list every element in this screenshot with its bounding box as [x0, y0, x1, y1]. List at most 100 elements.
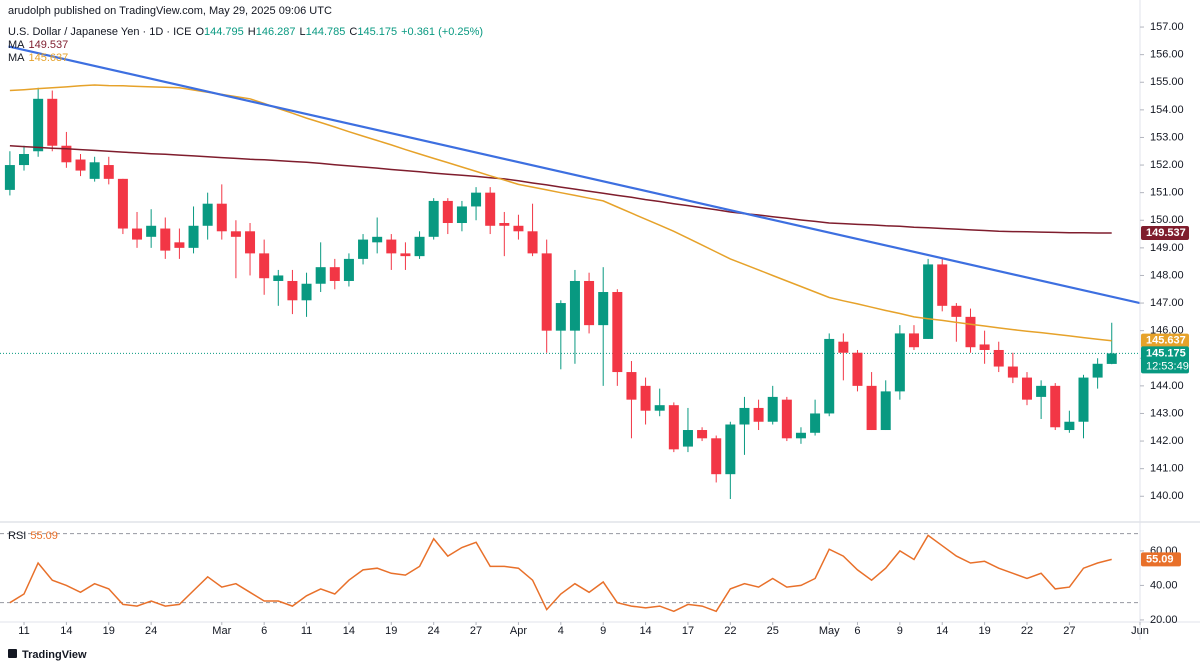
header-symbol: U.S. Dollar / Japanese Yen · 1D · ICE O1… — [8, 26, 483, 38]
candle-body — [33, 98, 44, 152]
moving-average — [9, 84, 1112, 342]
y-tick-label: 149.00 — [1150, 242, 1184, 254]
y-tick-label: 150.00 — [1150, 214, 1184, 226]
y-tick-label: 152.00 — [1150, 159, 1184, 171]
candle-body — [1036, 385, 1047, 397]
candle-body — [273, 275, 284, 281]
ohlc-letter: H — [247, 26, 256, 38]
y-tick-label: 142.00 — [1150, 435, 1184, 447]
candle-body — [923, 264, 934, 339]
candle-body — [19, 154, 30, 166]
candle-body — [61, 145, 72, 163]
ohlc-item: O144.795 — [195, 26, 243, 38]
candle-body — [1050, 385, 1061, 428]
publisher: arudolph published on TradingView.com, M… — [8, 5, 332, 17]
footer: TradingView — [8, 649, 87, 661]
y-tick-label: 141.00 — [1150, 463, 1184, 475]
candle-body — [47, 98, 58, 146]
legend-rsi: RSI 55.09 — [8, 530, 58, 542]
candle-body — [626, 372, 637, 400]
candle-body — [527, 231, 538, 254]
candle-body — [640, 385, 651, 411]
candle-body — [174, 242, 185, 248]
candle-body — [824, 338, 835, 414]
symbol: U.S. Dollar / Japanese Yen · 1D · ICE — [8, 26, 192, 38]
candle-body — [4, 165, 15, 190]
rsi-pane — [0, 533, 1140, 613]
x-tick-label: Jun — [1131, 625, 1149, 637]
x-tick-label: 14 — [936, 625, 948, 637]
x-tick-label: 24 — [428, 625, 440, 637]
x-tick-label: 22 — [1021, 625, 1033, 637]
price-badge — [1141, 346, 1189, 374]
candle-body — [1106, 353, 1117, 364]
candle-body — [697, 430, 708, 439]
x-tick-label: 9 — [600, 625, 606, 637]
candle-body — [188, 225, 199, 248]
candle-body — [75, 159, 86, 171]
ohlc-letter: L — [299, 26, 306, 38]
y-tick-label: 156.00 — [1150, 49, 1184, 61]
candle-body — [259, 253, 270, 279]
x-tick-label: 19 — [385, 625, 397, 637]
y-tick-label: 40.00 — [1150, 579, 1178, 591]
candle-body — [612, 292, 623, 373]
y-tick-label: 140.00 — [1150, 490, 1184, 502]
candle-body — [386, 239, 397, 254]
y-tick-label: 157.00 — [1150, 21, 1184, 33]
ohlc-value: 145.175 — [357, 26, 398, 38]
candle-body — [89, 162, 100, 179]
candle-body — [513, 225, 524, 232]
header-publisher: arudolph published on TradingView.com, M… — [8, 5, 332, 17]
candle-body — [456, 206, 467, 224]
legend-name: RSI — [8, 530, 27, 542]
x-tick-label: 27 — [470, 625, 482, 637]
rsi-badge — [1141, 552, 1181, 567]
x-tick-label: May — [819, 625, 840, 637]
axes: 140.00141.00142.00143.00144.00145.00146.… — [0, 0, 1200, 640]
ohlc-item: C145.175 — [349, 26, 397, 38]
ohlc-item: H146.287 — [248, 26, 296, 38]
y-tick-label: 148.00 — [1150, 269, 1184, 281]
candle-body — [372, 236, 383, 243]
candle-body — [146, 225, 157, 237]
candle-body — [315, 267, 326, 284]
candle-body — [654, 405, 665, 411]
x-tick-label: 14 — [60, 625, 72, 637]
candle-body — [329, 267, 340, 281]
x-tick-label: 6 — [854, 625, 860, 637]
y-tick-label: 155.00 — [1150, 76, 1184, 88]
candle-body — [852, 352, 863, 386]
ohlc-value: 144.785 — [305, 26, 346, 38]
x-tick-label: 14 — [343, 625, 355, 637]
candle-body — [908, 333, 919, 348]
countdown: 12:53:49 — [1146, 360, 1189, 372]
y-tick-label: 151.00 — [1150, 187, 1184, 199]
candle-body — [1092, 363, 1103, 378]
ma-badge — [1141, 226, 1189, 241]
y-tick-label: 143.00 — [1150, 407, 1184, 419]
x-tick-label: 4 — [558, 625, 564, 637]
x-tick-label: 27 — [1063, 625, 1075, 637]
candle-body — [781, 399, 792, 439]
legend-value: 55.09 — [30, 530, 58, 542]
candle-body — [471, 192, 482, 207]
legend-ma-200: MA 149.537 — [8, 39, 68, 51]
y-tick-label: 20.00 — [1150, 614, 1178, 626]
legend-ma-50: MA 145.637 — [8, 52, 68, 64]
moving-average — [9, 144, 1112, 234]
candle-body — [668, 405, 679, 450]
y-tick-label: 154.00 — [1150, 104, 1184, 116]
ohlc-change: +0.361 (+0.25%) — [401, 26, 484, 38]
candle-body — [132, 228, 143, 240]
candle-body — [880, 391, 891, 431]
candle-body — [965, 316, 976, 348]
y-tick-label: 144.00 — [1150, 380, 1184, 392]
x-tick-label: 11 — [18, 625, 29, 637]
x-tick-label: 25 — [767, 625, 779, 637]
candle-body — [569, 280, 580, 331]
candle-body — [810, 413, 821, 433]
candle-body — [117, 178, 128, 229]
candle-body — [951, 305, 962, 317]
